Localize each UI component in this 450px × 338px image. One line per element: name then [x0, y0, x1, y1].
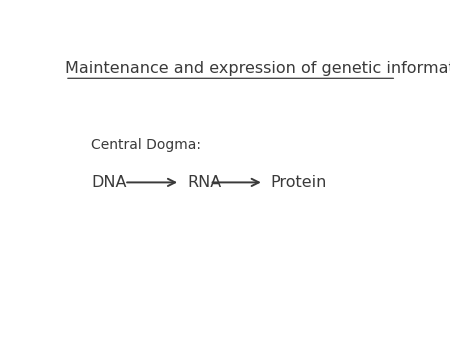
Text: DNA: DNA: [91, 175, 126, 190]
Text: Protein: Protein: [271, 175, 327, 190]
Text: RNA: RNA: [187, 175, 221, 190]
Text: Central Dogma:: Central Dogma:: [91, 138, 201, 152]
Text: Maintenance and expression of genetic information: Maintenance and expression of genetic in…: [65, 62, 450, 76]
